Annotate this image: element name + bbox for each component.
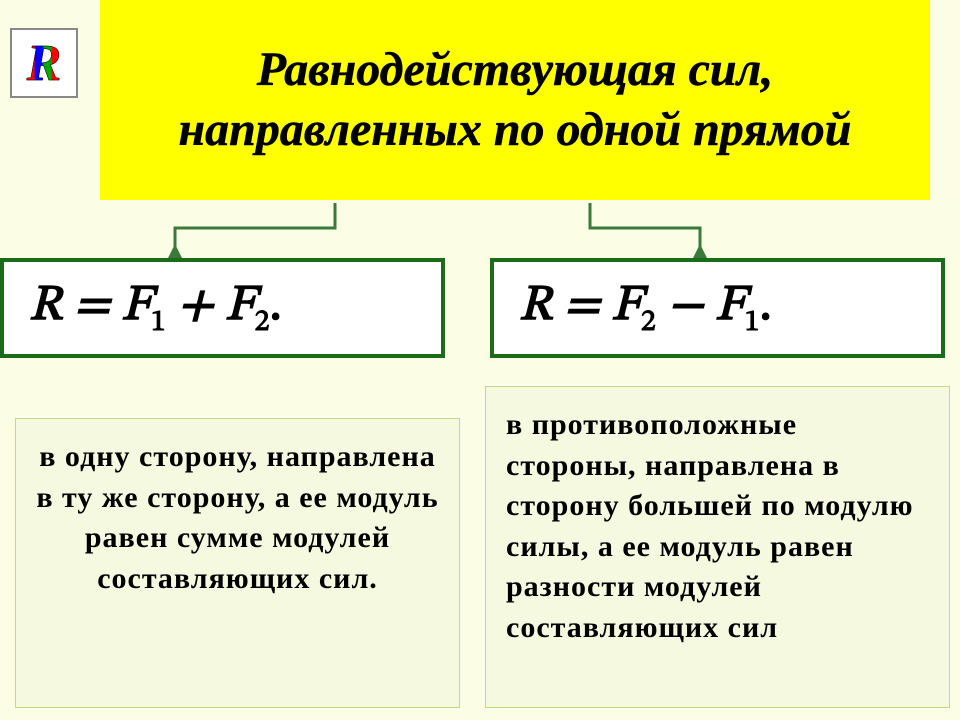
formula-var: R [29, 281, 62, 331]
formula-var: F [121, 281, 150, 331]
formula-diff: R = F2 − F1. [519, 275, 772, 342]
formula-eq: = [564, 281, 600, 331]
formula-sum-box: R = F1 + F2. [0, 258, 445, 358]
page-title: Равнодействующая сил, направленных по од… [130, 40, 900, 160]
formula-sum: R = F1 + F2. [29, 275, 282, 342]
formula-var: F [611, 281, 640, 331]
description-same-direction: в одну сторону, направлена в ту же сторо… [15, 418, 460, 708]
formula-sub: 1 [151, 308, 166, 338]
formula-op: + [177, 281, 213, 331]
formula-eq: = [74, 281, 110, 331]
title-box: Равнодействующая сил, направленных по од… [100, 0, 930, 200]
formula-sub: 1 [745, 308, 760, 338]
formula-dot: . [269, 281, 281, 331]
formula-dot: . [759, 281, 771, 331]
variable-r-icon: R [10, 28, 78, 98]
formula-diff-box: R = F2 − F1. [490, 258, 945, 358]
formula-op: − [667, 281, 703, 331]
formula-sub: 2 [641, 308, 656, 338]
branching-arrows [0, 200, 960, 260]
variable-r-glyph: R [27, 34, 62, 93]
formula-var: F [225, 281, 254, 331]
formula-var: R [519, 281, 552, 331]
description-opposite-direction: в противоположные стороны, направлена в … [485, 386, 950, 708]
formula-var: F [715, 281, 744, 331]
formula-sub: 2 [255, 308, 270, 338]
